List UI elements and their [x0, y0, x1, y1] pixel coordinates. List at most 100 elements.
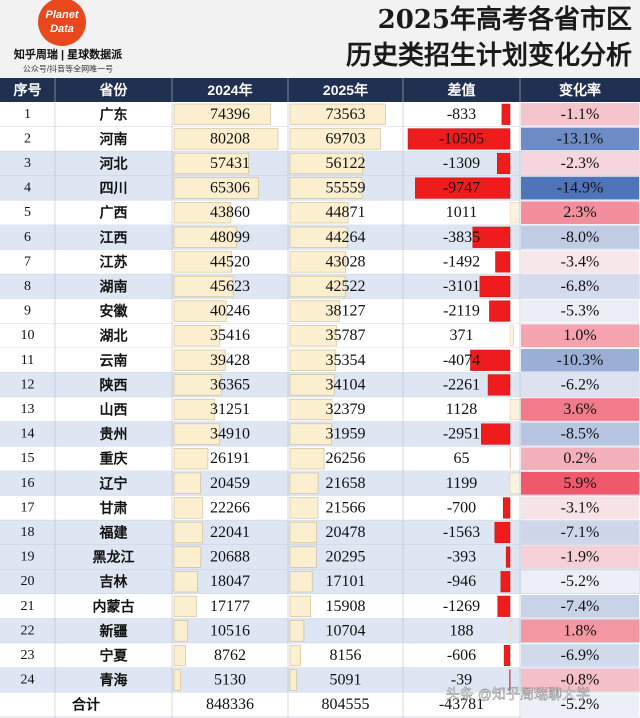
- rate: -6.8%: [561, 278, 600, 295]
- value: 31251: [210, 401, 250, 418]
- rate: -14.9%: [557, 180, 604, 197]
- row-index: 6: [24, 230, 31, 245]
- row-index: 9: [24, 304, 31, 319]
- province: 陕西: [100, 377, 128, 393]
- rate-cell: [521, 595, 639, 618]
- row-index: 16: [21, 476, 35, 491]
- rate-cell: [521, 103, 639, 126]
- data-bar: [289, 103, 386, 125]
- rate: -5.2%: [561, 573, 600, 590]
- rate-cell: [521, 299, 639, 323]
- province: 重庆: [100, 451, 128, 467]
- diff: -39: [451, 672, 472, 689]
- rate: -0.8%: [561, 672, 600, 689]
- rate: 2.3%: [563, 204, 596, 221]
- data-bar: [289, 251, 347, 273]
- province: 贵州: [100, 426, 128, 442]
- logo-text: Planet: [45, 9, 79, 21]
- data-bar: [289, 300, 340, 322]
- rate: -13.1%: [557, 130, 604, 147]
- value: 45623: [210, 278, 250, 295]
- value: 21566: [326, 499, 366, 516]
- value: 34104: [326, 376, 366, 393]
- value: 38127: [326, 303, 366, 320]
- data-bar: [173, 300, 227, 322]
- value: 5130: [214, 672, 246, 689]
- rate-cell: [521, 201, 639, 224]
- data-bar: [289, 595, 311, 617]
- rate: -3.4%: [561, 253, 600, 270]
- data-bar: [173, 374, 222, 396]
- diff-bar: [481, 423, 511, 445]
- diff: -1309: [443, 155, 480, 172]
- row-index: 19: [21, 550, 35, 565]
- value: 8156: [330, 647, 362, 664]
- diff: -2951: [443, 426, 480, 443]
- value: 42522: [326, 278, 366, 295]
- row-index: 4: [24, 181, 31, 196]
- data-bar: [173, 202, 232, 224]
- diff: 188: [450, 622, 474, 639]
- value: 73563: [326, 106, 366, 123]
- row-index: 24: [21, 673, 35, 688]
- row-index: 10: [21, 328, 35, 343]
- diff-bar: [472, 226, 511, 248]
- diff-bar: [497, 152, 511, 175]
- diff: -2119: [443, 303, 480, 320]
- rate: -1.1%: [561, 106, 600, 123]
- data-bar: [173, 620, 188, 642]
- rate: 5.9%: [563, 475, 596, 492]
- diff: 371: [450, 327, 474, 344]
- column-header: 序号: [14, 82, 42, 98]
- diff: -10505: [439, 130, 484, 147]
- diff: -2261: [443, 376, 480, 393]
- value: 20688: [210, 549, 250, 566]
- rate-cell: [521, 127, 639, 151]
- province: 江苏: [100, 254, 128, 270]
- data-bar: [289, 374, 335, 396]
- diff: 1199: [446, 475, 477, 492]
- diff-bar: [495, 251, 511, 273]
- data-bar: [289, 202, 349, 224]
- value: 21658: [326, 475, 366, 492]
- rate-cell: [521, 373, 639, 397]
- row-index: 1: [24, 107, 31, 122]
- diff: -3101: [443, 278, 480, 295]
- rate: -7.1%: [561, 524, 600, 541]
- column-header: 差值: [448, 82, 476, 98]
- value: 20295: [326, 549, 366, 566]
- data-bar: [173, 177, 259, 199]
- row-index: 12: [21, 377, 35, 392]
- brand: 知乎周瑞 | 星球数据派: [13, 47, 123, 61]
- rate-cell: [521, 398, 639, 421]
- data-bar: [289, 448, 325, 470]
- row-index: 18: [21, 525, 35, 540]
- value: 43860: [210, 204, 250, 221]
- rate: -1.9%: [561, 549, 600, 566]
- value: 44264: [326, 229, 366, 246]
- rate-cell: [521, 226, 639, 249]
- row-index: 7: [24, 254, 31, 269]
- data-bar: [289, 669, 297, 691]
- diff-bar: [497, 595, 511, 617]
- value: 8762: [214, 647, 246, 664]
- diff-bar: [505, 546, 511, 568]
- rate-cell: [521, 644, 639, 667]
- rate: 1.8%: [563, 622, 596, 639]
- data-bar: [173, 349, 226, 371]
- rate-cell: [521, 521, 639, 544]
- value: 44520: [210, 253, 250, 270]
- rate-cell: [521, 324, 639, 347]
- data-bar: [173, 251, 233, 273]
- data-bar: [173, 448, 209, 470]
- value: 18047: [210, 573, 250, 590]
- value: 56122: [326, 155, 366, 172]
- province: 甘肃: [100, 500, 128, 516]
- data-bar: [289, 177, 363, 199]
- rate: 0.2%: [563, 450, 596, 467]
- rate-cell: [521, 152, 639, 175]
- diff-bar: [487, 374, 511, 396]
- total-label: 合计: [72, 697, 100, 713]
- rate-cell: [521, 349, 639, 372]
